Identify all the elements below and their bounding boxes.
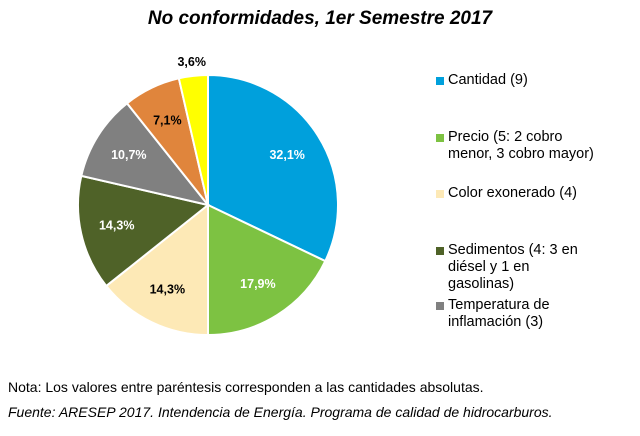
legend-item: Sedimentos (4: 3 en diésel y 1 en gasolina… xyxy=(436,242,636,293)
pie-slice xyxy=(207,73,339,263)
slice-data-label: 32,1% xyxy=(269,148,304,162)
legend-label: diésel y 1 en xyxy=(448,259,530,275)
slice-data-label: 10,7% xyxy=(111,148,146,162)
slice-data-label: 14,3% xyxy=(150,282,185,296)
legend-label: menor, 3 cobro mayor) xyxy=(448,146,594,162)
legend-item: Temperatura de inflamación (3) xyxy=(436,297,636,331)
legend-label: inflamación (3) xyxy=(448,314,544,330)
footnote-note: Nota: Los valores entre paréntesis corre… xyxy=(8,379,484,395)
legend-label: gasolinas) xyxy=(448,276,515,292)
legend-label: Color exonerado (4) xyxy=(448,185,577,201)
legend-label: Precio (5: 2 cobro xyxy=(448,129,563,145)
pie-chart: 32,1% 17,9% 14,3% 14,3% 10,7% 7,1% 3,6% xyxy=(77,55,339,337)
pie-slice xyxy=(207,203,327,337)
legend-label: Sedimentos (4: 3 en xyxy=(448,242,578,258)
legend-item: Color exonerado (4) xyxy=(436,185,636,202)
pie-slice xyxy=(80,101,211,207)
legend-item: Precio (5: 2 cobro menor, 3 cobro mayor) xyxy=(436,129,636,163)
slice-data-label: 3,6% xyxy=(177,55,206,69)
legend-swatch xyxy=(436,134,444,142)
slice-data-label: 7,1% xyxy=(153,114,182,128)
legend-swatch xyxy=(436,77,444,85)
footnote-source: Fuente: ARESEP 2017. Intendencia de Ener… xyxy=(8,404,553,420)
legend-label: Cantidad (9) xyxy=(448,72,528,88)
chart-title: No conformidades, 1er Semestre 2017 xyxy=(147,8,493,29)
legend-swatch xyxy=(436,190,444,198)
legend-label: Temperatura de xyxy=(448,297,550,313)
slice-data-label: 14,3% xyxy=(99,219,134,233)
legend-swatch xyxy=(436,302,444,310)
pie-slice xyxy=(177,73,209,206)
legend-item: Cantidad (9) xyxy=(436,72,636,89)
legend-swatch xyxy=(436,247,444,255)
pie-slice xyxy=(104,202,209,337)
slice-data-label: 17,9% xyxy=(240,277,275,291)
pie-slice xyxy=(77,174,211,288)
